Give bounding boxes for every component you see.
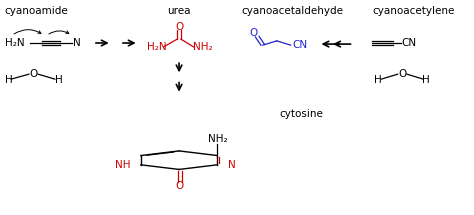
Text: H₂N: H₂N [5, 38, 24, 48]
Text: O: O [398, 69, 406, 79]
Text: H₂N: H₂N [146, 42, 166, 52]
Text: H: H [422, 75, 430, 84]
Text: urea: urea [167, 6, 191, 17]
Text: H: H [5, 75, 12, 84]
Text: cytosine: cytosine [279, 109, 323, 119]
Text: O: O [249, 28, 257, 38]
Text: H: H [55, 75, 63, 84]
Text: CN: CN [402, 38, 417, 48]
Text: NH₂: NH₂ [193, 42, 213, 52]
Text: NH: NH [115, 160, 130, 170]
Text: CN: CN [292, 40, 307, 50]
Text: cyanoacetylene: cyanoacetylene [372, 6, 455, 17]
Text: O: O [29, 69, 37, 79]
Text: O: O [175, 22, 183, 32]
Text: NH₂: NH₂ [209, 134, 228, 144]
Text: cyanoamide: cyanoamide [5, 6, 68, 17]
Text: cyanoacetaldehyde: cyanoacetaldehyde [242, 6, 344, 17]
Text: N: N [228, 160, 235, 170]
Text: H: H [374, 75, 382, 84]
Text: O: O [175, 181, 183, 190]
Text: N: N [73, 38, 81, 48]
